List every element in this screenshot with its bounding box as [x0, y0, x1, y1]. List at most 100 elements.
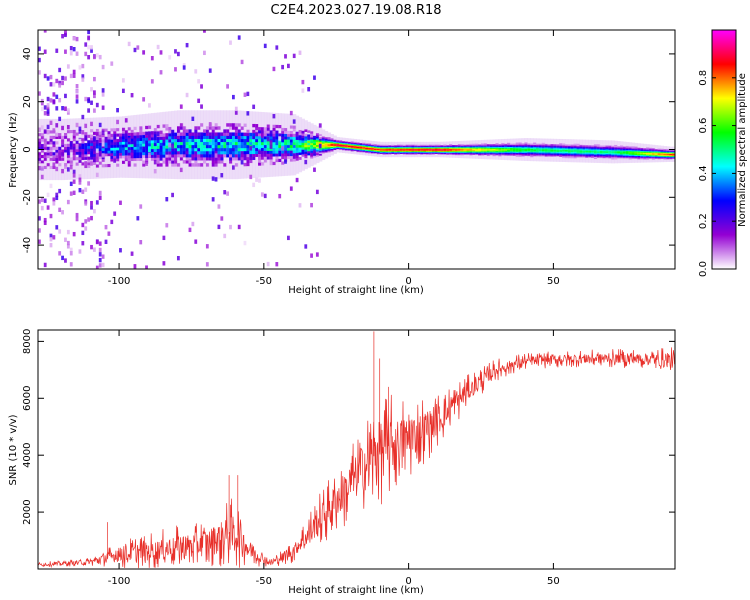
- spectrogram-cell: [289, 186, 293, 191]
- spectrogram-cell: [509, 143, 514, 146]
- spectrogram-cell: [330, 138, 334, 140]
- spectrogram-cell: [440, 145, 444, 147]
- spectrogram-cell: [625, 153, 630, 155]
- spectrogram-cell: [52, 165, 56, 170]
- spectrogram-cell: [365, 147, 369, 149]
- spectrogram-cell: [336, 141, 340, 143]
- spectrogram-cell: [191, 132, 195, 136]
- spectrogram-cell: [333, 147, 337, 149]
- spectrogram-cell: [394, 153, 398, 155]
- spectrogram-cell: [287, 141, 291, 146]
- y-tick-label: -40: [22, 237, 33, 253]
- spectrogram-cell: [564, 145, 569, 147]
- spectrogram-cell: [162, 142, 166, 146]
- spectrogram-cell: [330, 149, 334, 151]
- spectrogram-cell: [72, 151, 77, 155]
- spectrogram-cell: [657, 152, 662, 154]
- spectrogram-cell: [38, 91, 41, 96]
- spectrogram-cell: [234, 153, 239, 158]
- spectrogram-cell: [217, 132, 222, 136]
- spectrogram-cell: [84, 96, 88, 102]
- spectrogram-cell: [437, 146, 442, 148]
- spectrogram-cell: [84, 42, 88, 47]
- spectrogram-cell: [179, 132, 184, 136]
- spectrogram-cell: [153, 139, 158, 144]
- spectrogram-cell: [127, 143, 132, 148]
- spectrogram-cell: [524, 154, 528, 157]
- spectrogram-cell: [388, 146, 392, 148]
- spectrogram-cell: [663, 156, 667, 158]
- spectrogram-cell: [130, 251, 134, 256]
- spectrogram-cell: [153, 151, 158, 155]
- spectrogram-cell: [69, 73, 73, 79]
- spectrogram-cell: [619, 146, 624, 148]
- spectrogram-cell: [646, 149, 650, 151]
- spectrogram-cell: [243, 123, 248, 127]
- spectrogram-cell: [211, 163, 216, 167]
- spectrogram-cell: [553, 153, 557, 155]
- spectrogram-cell: [174, 160, 178, 164]
- spectrogram-cell: [507, 151, 511, 153]
- spectrogram-cell: [527, 149, 531, 152]
- spectrogram-cell: [521, 148, 526, 150]
- spectrogram-cell: [417, 148, 421, 150]
- spectrogram-cell: [527, 150, 531, 153]
- spectrogram-cell: [339, 146, 343, 148]
- spectrogram-cell: [672, 157, 675, 159]
- spectrogram-cell: [246, 150, 250, 155]
- spectrogram-cell: [518, 147, 523, 149]
- spectrogram-cell: [263, 138, 268, 143]
- spectrogram-cell: [373, 151, 378, 153]
- spectrogram-cell: [171, 157, 175, 161]
- spectrogram-cell: [666, 152, 670, 154]
- spectrogram-cell: [266, 147, 271, 151]
- spectrogram-cell: [205, 150, 210, 155]
- spectrogram-cell: [121, 160, 126, 164]
- spectrogram-cell: [43, 146, 48, 150]
- spectrogram-cell: [582, 149, 586, 151]
- spectrogram-cell: [43, 138, 48, 142]
- spectrogram-cell: [582, 155, 586, 157]
- spectrogram-cell: [492, 144, 497, 146]
- spectrogram-cell: [376, 153, 381, 155]
- spectrogram-cell: [176, 150, 181, 155]
- spectrogram-cell: [356, 143, 360, 145]
- spectrogram-cell: [527, 151, 531, 154]
- spectrogram-cell: [559, 143, 563, 145]
- spectrogram-cell: [292, 155, 297, 159]
- spectrogram-cell: [547, 153, 552, 155]
- spectrogram-cell: [258, 138, 262, 143]
- spectrogram-cell: [672, 152, 675, 154]
- spectrogram-cell: [489, 144, 494, 146]
- spectrogram-cell: [509, 145, 514, 147]
- spectrogram-cell: [52, 152, 56, 156]
- spectrogram-cell: [38, 152, 42, 156]
- spectrogram-cell: [472, 147, 476, 150]
- spectrogram-cell: [637, 158, 641, 160]
- spectrogram-cell: [544, 150, 549, 152]
- spectrogram-cell: [428, 148, 433, 150]
- spectrogram-cell: [449, 152, 453, 154]
- spectrogram-cell: [223, 144, 227, 149]
- spectrogram-cell: [536, 150, 540, 153]
- spectrogram-cell: [585, 147, 589, 149]
- spectrogram-cell: [617, 156, 621, 158]
- spectrogram-cell: [556, 153, 560, 155]
- spectrogram-cell: [411, 145, 416, 147]
- spectrogram-cell: [538, 155, 543, 157]
- spectrogram-cell: [116, 147, 120, 151]
- spectrogram-cell: [556, 145, 560, 147]
- spectrogram-cell: [437, 152, 442, 154]
- spectrogram-cell: [289, 158, 294, 162]
- spectrogram-cell: [370, 145, 375, 147]
- spectrogram-cell: [298, 137, 303, 141]
- spectrogram-cell: [582, 153, 586, 155]
- spectrogram-cell: [411, 150, 416, 152]
- spectrogram-cell: [504, 145, 508, 148]
- spectrogram-cell: [229, 147, 233, 152]
- spectrogram-cell: [119, 155, 123, 159]
- spectrogram-cell: [463, 147, 468, 150]
- spectrogram-cell: [481, 154, 485, 156]
- spectrogram-cell: [643, 149, 647, 151]
